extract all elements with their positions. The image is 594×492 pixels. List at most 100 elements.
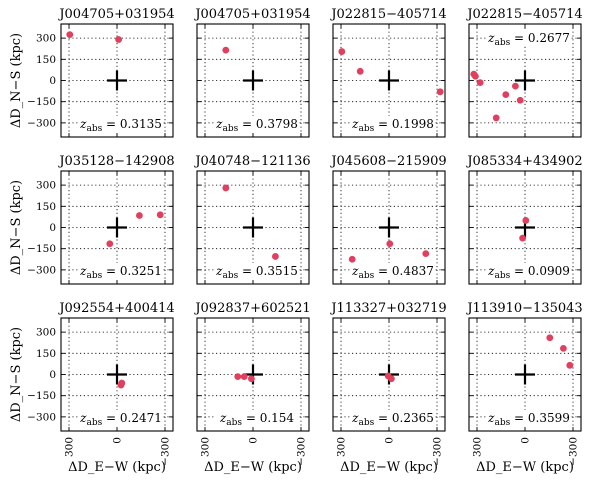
zabs-subscript: abs — [86, 124, 102, 134]
data-point — [472, 72, 479, 80]
zabs-label-bg — [488, 263, 570, 279]
x-tick-label: 300 — [336, 437, 348, 457]
zabs-symbol: z — [215, 264, 223, 278]
zabs-value: = 0.2471 — [102, 411, 162, 425]
zabs-symbol: z — [351, 411, 359, 425]
data-point — [422, 250, 430, 258]
x-tick-label: 0 — [520, 437, 532, 444]
data-point — [386, 240, 394, 248]
data-point — [519, 234, 526, 242]
data-point — [272, 253, 279, 260]
panel-frame — [196, 170, 310, 285]
x-axis-label: ΔD_E−W (kpc) — [68, 460, 166, 475]
x-tick-label: −300 — [432, 437, 444, 466]
data-point — [512, 82, 519, 90]
zabs-subscript: abs — [86, 271, 102, 281]
zabs-symbol: z — [79, 264, 87, 278]
data-point — [492, 114, 500, 122]
zabs-label-bg — [488, 410, 570, 426]
panel-3: J022815−405714 zabs = 0.1998 — [329, 7, 447, 138]
panel-title: J045608−215909 — [329, 154, 446, 169]
data-point — [240, 373, 248, 381]
panel-title: J022815−405714 — [465, 7, 582, 22]
data-point — [436, 88, 444, 96]
x-axis-label: ΔD_E−W (kpc) — [476, 460, 574, 475]
panel-frame — [196, 23, 310, 138]
panel-2: J004705+031954 zabs = 0.3798 — [193, 7, 311, 138]
zabs-label: zabs = 0.3798 — [215, 117, 298, 134]
data-point — [222, 46, 230, 54]
panel-title: J040748−121136 — [193, 154, 310, 169]
data-point — [234, 373, 242, 381]
zabs-subscript: abs — [358, 124, 374, 134]
y-tick-label: 0 — [49, 222, 56, 234]
zabs-value: = 0.3798 — [238, 117, 298, 131]
zabs-label: zabs = 0.1998 — [351, 117, 434, 134]
zabs-label: zabs = 0.3515 — [215, 264, 298, 281]
data-point — [106, 240, 114, 248]
data-point — [388, 375, 395, 383]
panel-7: J045608−215909 zabs = 0.4837 — [329, 154, 447, 285]
zabs-value: = 0.1998 — [374, 117, 434, 131]
y-tick-label: 300 — [36, 33, 56, 45]
panel-8: J085334+434902 zabs = 0.0909 — [465, 154, 583, 285]
zabs-symbol: z — [79, 117, 87, 131]
panel-title: J035128−142908 — [57, 154, 174, 169]
data-point — [136, 212, 143, 219]
zabs-symbol: z — [487, 264, 495, 278]
data-point — [546, 334, 554, 342]
data-point — [566, 361, 574, 369]
zabs-value: = 0.3515 — [238, 264, 298, 278]
x-tick-label: 0 — [248, 437, 260, 444]
data-point — [66, 31, 74, 38]
zabs-label: zabs = 0.2471 — [79, 411, 162, 428]
data-point — [222, 184, 230, 192]
x-tick-label: −300 — [296, 437, 308, 466]
zabs-symbol: z — [487, 411, 495, 425]
panel-frame — [60, 170, 174, 285]
zabs-label: zabs = 0.0909 — [487, 264, 570, 281]
zabs-value: = 0.3135 — [102, 117, 162, 131]
zabs-subscript: abs — [358, 418, 374, 428]
zabs-label: zabs = 0.3251 — [79, 264, 162, 281]
y-axis-label: ΔD_N−S (kpc) — [9, 327, 24, 422]
y-tick-label: 0 — [49, 75, 56, 87]
panel-frame — [468, 170, 582, 285]
zabs-symbol: z — [219, 411, 227, 425]
zabs-label-bg — [216, 116, 298, 132]
y-tick-label: −150 — [27, 96, 56, 108]
zabs-subscript: abs — [358, 271, 374, 281]
zabs-label: zabs = 0.3135 — [79, 117, 162, 134]
zabs-value: = 0.3599 — [510, 411, 570, 425]
panel-frame — [332, 317, 446, 432]
y-tick-label: −150 — [27, 243, 56, 255]
panel-title: J085334+434902 — [465, 154, 582, 169]
x-tick-label: 300 — [472, 437, 484, 457]
x-tick-label: 300 — [200, 437, 212, 457]
zabs-symbol: z — [487, 31, 495, 45]
y-tick-label: 150 — [36, 54, 56, 66]
x-axis-label: ΔD_E−W (kpc) — [340, 460, 438, 475]
zabs-symbol: z — [79, 411, 87, 425]
zabs-label-bg — [216, 410, 298, 426]
y-tick-label: 150 — [36, 348, 56, 360]
data-point — [356, 67, 364, 75]
zabs-label: zabs = 0.2677 — [487, 31, 570, 48]
y-tick-label: 0 — [49, 369, 56, 381]
zabs-label-bg — [80, 263, 162, 279]
y-tick-label: 300 — [36, 327, 56, 339]
y-tick-label: 300 — [36, 180, 56, 192]
panel-frame — [332, 170, 446, 285]
zabs-subscript: abs — [222, 271, 238, 281]
zabs-value: = 0.2677 — [510, 31, 570, 45]
zabs-symbol: z — [351, 264, 359, 278]
panel-title: J092554+400414 — [57, 301, 174, 316]
x-axis-label: ΔD_E−W (kpc) — [204, 460, 302, 475]
zabs-label: zabs = 0.2365 — [351, 411, 434, 428]
panel-title: J004705+031954 — [57, 7, 174, 22]
panel-1: J004705+031954 zabs = 0.3135 300 150 0 −150 −3… — [9, 7, 175, 138]
zabs-subscript: abs — [494, 38, 510, 48]
